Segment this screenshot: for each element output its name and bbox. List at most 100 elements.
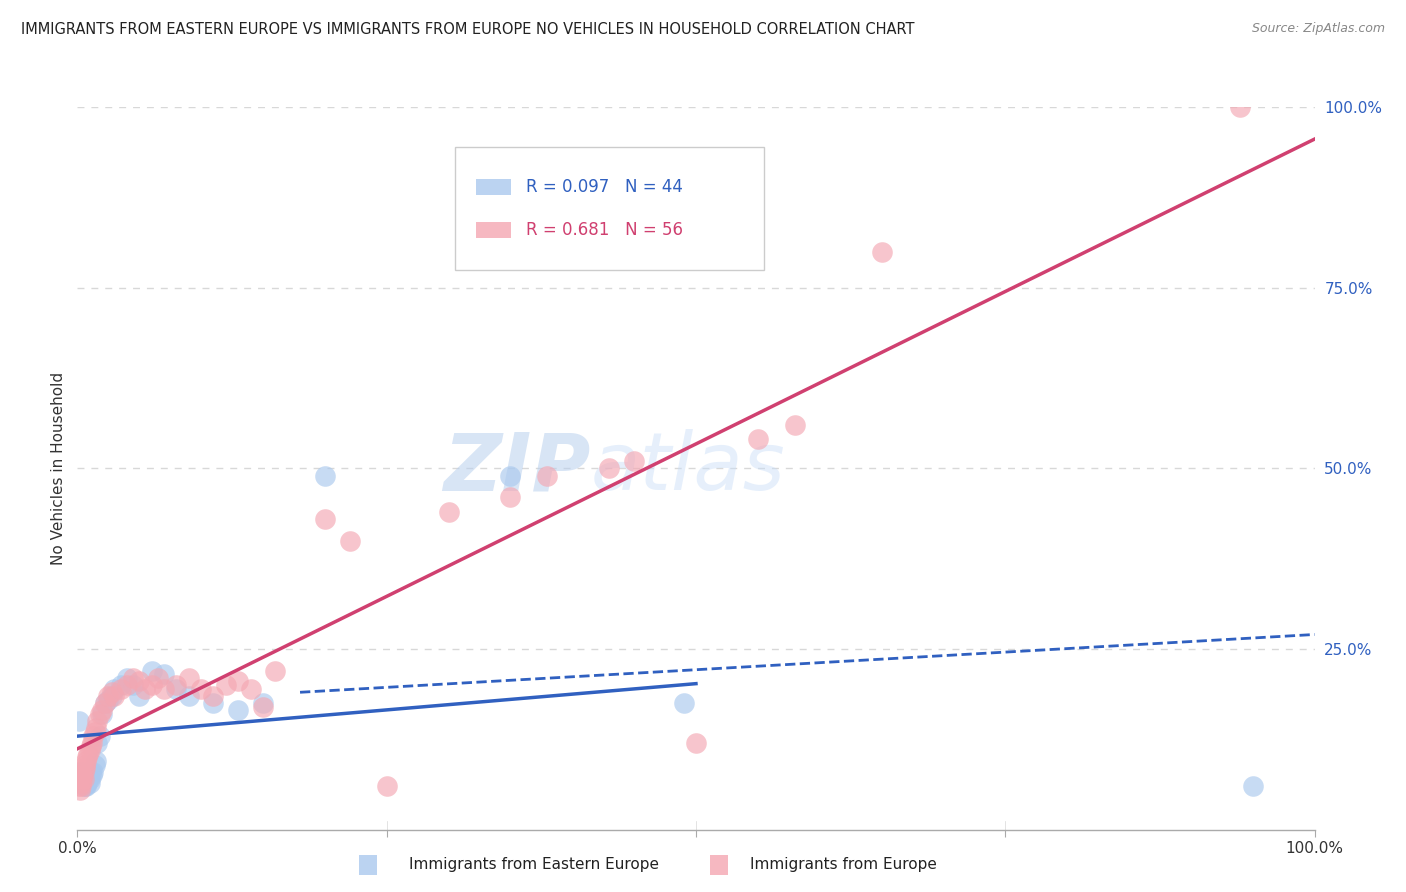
Point bbox=[252, 696, 274, 710]
Text: R = 0.681   N = 56: R = 0.681 N = 56 bbox=[526, 221, 683, 239]
Y-axis label: No Vehicles in Household: No Vehicles in Household bbox=[51, 372, 66, 565]
Point bbox=[79, 775, 101, 789]
Point bbox=[97, 692, 120, 706]
Point bbox=[69, 764, 91, 779]
Point bbox=[76, 775, 98, 789]
Text: atlas: atlas bbox=[591, 429, 786, 508]
Point bbox=[72, 772, 94, 786]
Point bbox=[122, 671, 145, 685]
Point bbox=[77, 747, 100, 761]
Point bbox=[215, 678, 238, 692]
Point bbox=[375, 779, 398, 793]
Point bbox=[72, 764, 94, 779]
Point bbox=[75, 754, 97, 768]
Point bbox=[67, 779, 90, 793]
Bar bbox=[475, 222, 512, 238]
Point bbox=[72, 772, 94, 786]
Text: Immigrants from Europe: Immigrants from Europe bbox=[751, 857, 936, 872]
Point bbox=[536, 468, 558, 483]
Point bbox=[141, 664, 163, 678]
Point bbox=[226, 674, 249, 689]
Point bbox=[83, 725, 105, 739]
Point bbox=[128, 689, 150, 703]
Point bbox=[82, 768, 104, 782]
Text: Immigrants from Eastern Europe: Immigrants from Eastern Europe bbox=[409, 857, 659, 872]
Point bbox=[84, 754, 107, 768]
Point bbox=[115, 678, 138, 692]
Point bbox=[97, 689, 120, 703]
Point bbox=[101, 689, 124, 703]
Point bbox=[177, 689, 200, 703]
Point bbox=[165, 678, 187, 692]
Point bbox=[75, 779, 97, 793]
Point bbox=[252, 699, 274, 714]
Point bbox=[69, 782, 91, 797]
Point bbox=[70, 775, 93, 789]
Point bbox=[79, 743, 101, 757]
Point bbox=[226, 703, 249, 717]
Point bbox=[73, 775, 96, 789]
Point bbox=[623, 454, 645, 468]
Point bbox=[141, 678, 163, 692]
Point bbox=[314, 468, 336, 483]
Point bbox=[73, 779, 96, 793]
Text: R = 0.097   N = 44: R = 0.097 N = 44 bbox=[526, 178, 683, 196]
Point bbox=[80, 739, 103, 754]
Point bbox=[83, 757, 105, 772]
Point bbox=[153, 681, 176, 696]
Point bbox=[91, 706, 114, 721]
Point bbox=[783, 417, 806, 432]
Point bbox=[153, 667, 176, 681]
Point bbox=[72, 768, 94, 782]
Bar bbox=[475, 179, 512, 194]
Point bbox=[93, 696, 115, 710]
Point bbox=[79, 772, 101, 786]
Point bbox=[67, 714, 90, 728]
Point bbox=[70, 768, 93, 782]
FancyBboxPatch shape bbox=[454, 147, 763, 269]
Point bbox=[1229, 100, 1251, 114]
Point bbox=[146, 671, 169, 685]
Point bbox=[264, 664, 287, 678]
Point bbox=[747, 433, 769, 447]
Point bbox=[339, 533, 361, 548]
Point bbox=[86, 714, 108, 728]
Point bbox=[73, 761, 96, 775]
Point bbox=[190, 681, 212, 696]
Point bbox=[122, 678, 145, 692]
Point bbox=[499, 490, 522, 504]
Point bbox=[72, 772, 94, 786]
Point bbox=[77, 772, 100, 786]
Point bbox=[80, 764, 103, 779]
Point bbox=[86, 736, 108, 750]
Point bbox=[91, 703, 114, 717]
Point bbox=[72, 768, 94, 782]
Point bbox=[202, 689, 225, 703]
Point bbox=[239, 681, 262, 696]
Point bbox=[110, 678, 132, 692]
Point bbox=[437, 505, 460, 519]
Point bbox=[134, 681, 156, 696]
Point bbox=[76, 750, 98, 764]
Point bbox=[103, 689, 125, 703]
Text: Source: ZipAtlas.com: Source: ZipAtlas.com bbox=[1251, 22, 1385, 36]
Point bbox=[82, 729, 104, 743]
Point bbox=[89, 729, 111, 743]
Point bbox=[672, 696, 695, 710]
Point bbox=[165, 681, 187, 696]
Point bbox=[72, 779, 94, 793]
Point bbox=[89, 706, 111, 721]
Point bbox=[685, 736, 707, 750]
Point bbox=[110, 681, 132, 696]
Point bbox=[103, 681, 125, 696]
Point bbox=[870, 244, 893, 259]
Point bbox=[82, 764, 104, 779]
Point bbox=[598, 461, 620, 475]
Point bbox=[499, 468, 522, 483]
Point bbox=[202, 696, 225, 710]
Point bbox=[84, 722, 107, 736]
Point bbox=[72, 772, 94, 786]
Point bbox=[73, 757, 96, 772]
Point bbox=[82, 736, 104, 750]
Point bbox=[70, 779, 93, 793]
